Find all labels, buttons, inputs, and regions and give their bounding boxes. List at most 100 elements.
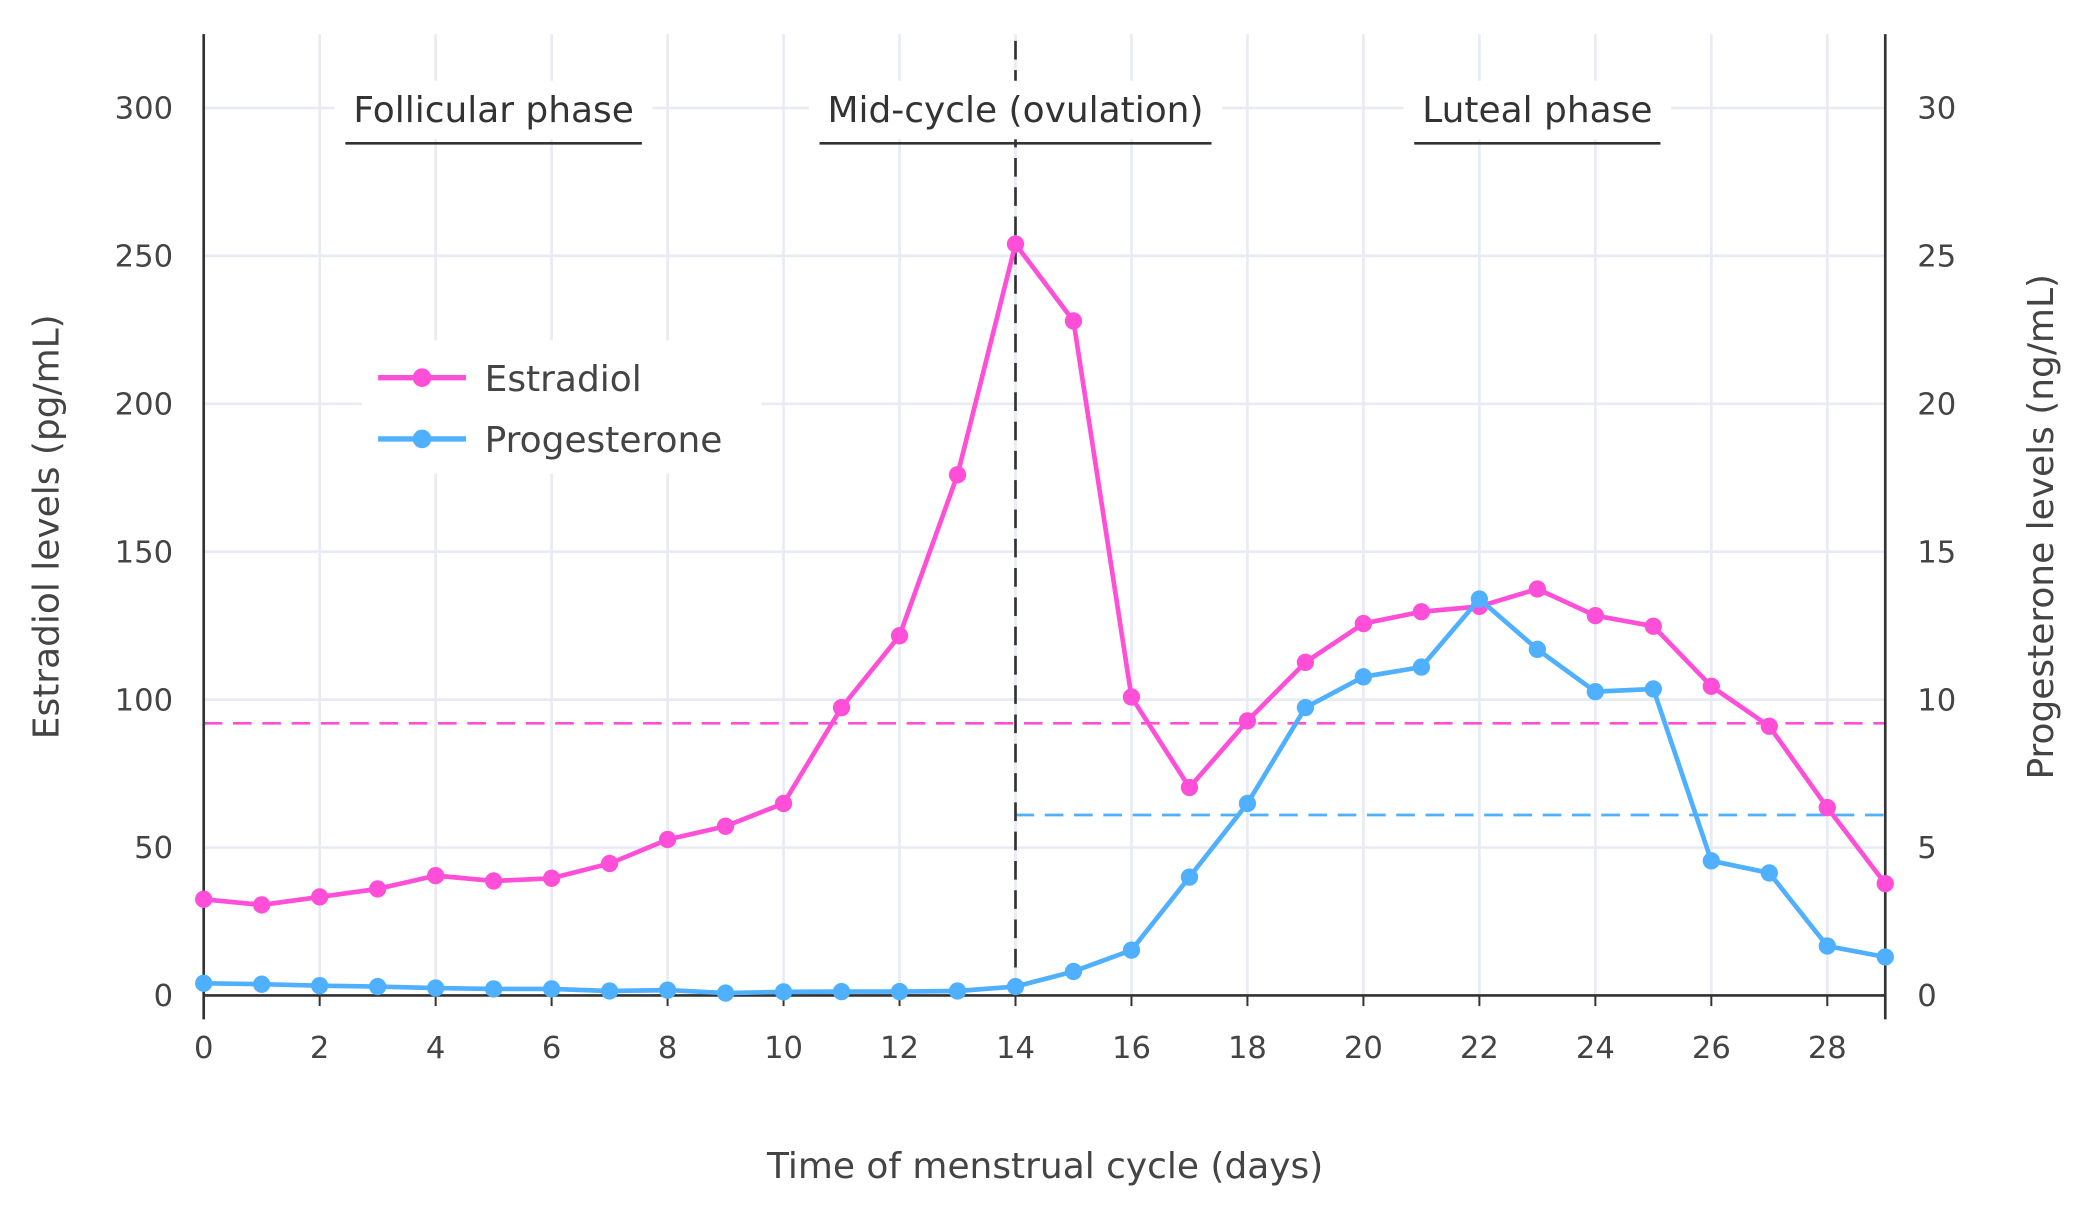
estradiol-point <box>253 896 271 914</box>
progesterone-point <box>1760 864 1778 882</box>
progesterone-point <box>1180 868 1199 886</box>
estradiol-point <box>948 466 967 484</box>
x-tick-label: 28 <box>1808 1031 1847 1066</box>
progesterone-point <box>716 984 735 1002</box>
progesterone-point <box>1412 658 1431 676</box>
progesterone-point <box>774 983 793 1001</box>
estradiol-point <box>890 627 909 645</box>
y2-tick-label: 0 <box>1917 979 1936 1014</box>
annotation-background <box>1403 80 1672 140</box>
y-axis-title: Estradiol levels (pg/mL) <box>27 314 68 739</box>
phase-annotation: Luteal phase <box>1422 90 1652 131</box>
estradiol-line <box>203 241 1888 908</box>
progesterone-point <box>311 977 329 995</box>
x-tick-label: 26 <box>1692 1031 1731 1066</box>
x-tick-label: 16 <box>1112 1031 1151 1066</box>
axes: 0 2 4 6 8 10 12 14 16 18 20 22 24 26 28050100150200250… <box>115 34 1956 1066</box>
progesterone-point <box>484 980 503 998</box>
estradiol-point <box>1122 688 1141 706</box>
estradiol-point <box>600 854 619 873</box>
estradiol-point <box>1180 778 1199 797</box>
annotation-background <box>808 80 1223 140</box>
progesterone-point <box>542 980 561 998</box>
progesterone-point <box>832 982 851 1001</box>
x-tick-label: 14 <box>996 1031 1035 1066</box>
estradiol-point <box>1354 614 1373 633</box>
reference-lines <box>203 40 1886 996</box>
series <box>195 235 1894 1002</box>
y-tick-label: 200 <box>115 387 173 422</box>
x-tick-label: 18 <box>1228 1031 1267 1066</box>
estradiol-point <box>716 817 735 835</box>
y2-tick-label: 30 <box>1917 92 1956 127</box>
estradiol-point <box>311 888 329 906</box>
estradiol-point <box>542 869 561 887</box>
estradiol-point <box>1528 580 1547 598</box>
progesterone-point <box>253 975 271 993</box>
estradiol-point <box>1644 617 1662 635</box>
estradiol-point <box>1586 606 1605 625</box>
x-tick-label: 20 <box>1344 1031 1383 1066</box>
estradiol-legend-marker <box>412 368 432 387</box>
x-tick-label: 22 <box>1460 1031 1499 1066</box>
estradiol-legend-label: Estradiol <box>485 359 642 400</box>
estradiol-point <box>369 880 387 898</box>
estradiol-point <box>1296 653 1315 671</box>
x-axis-title: Time of menstrual cycle (days) <box>766 1146 1323 1187</box>
estradiol-point <box>1818 798 1836 817</box>
progesterone-point <box>1528 640 1547 658</box>
estradiol-point <box>484 872 503 890</box>
progesterone-legend-marker <box>412 429 432 449</box>
x-tick-label: 8 <box>658 1031 677 1066</box>
progesterone-line <box>203 596 1886 996</box>
progesterone-point <box>1702 852 1720 870</box>
progesterone-point <box>1644 680 1662 698</box>
progesterone-point <box>1818 937 1836 955</box>
annotation-background <box>334 80 653 140</box>
x-tick-label: 6 <box>542 1031 561 1066</box>
progesterone-point <box>1586 682 1605 701</box>
y2-tick-label: 10 <box>1917 683 1956 718</box>
estradiol-point <box>1760 717 1778 735</box>
progesterone-point <box>426 979 445 997</box>
y2-tick-label: 15 <box>1917 535 1956 570</box>
y2-tick-label: 20 <box>1917 387 1956 422</box>
estradiol-point <box>1412 603 1431 621</box>
y-tick-label: 250 <box>115 240 173 275</box>
estradiol-point <box>1238 712 1257 730</box>
phase-annotation: Mid-cycle (ovulation) <box>827 90 1203 131</box>
x-tick-label: 24 <box>1576 1031 1615 1066</box>
estradiol-point <box>658 830 677 849</box>
progesterone-point <box>600 982 619 1000</box>
y2-tick-label: 25 <box>1917 240 1956 275</box>
estradiol-point <box>1006 235 1025 253</box>
estradiol-point <box>1064 312 1083 330</box>
progesterone-point <box>195 974 213 992</box>
progesterone-point <box>1122 941 1141 959</box>
x-tick-label: 2 <box>310 1031 329 1066</box>
x-tick-label: 10 <box>764 1031 803 1066</box>
estradiol-point <box>426 866 445 885</box>
phase-annotation: Follicular phase <box>353 90 634 131</box>
progesterone-point <box>1470 590 1489 608</box>
progesterone-point <box>948 982 967 1000</box>
progesterone-point <box>1354 668 1373 686</box>
y-tick-label: 50 <box>134 831 173 866</box>
progesterone-legend-label: Progesterone <box>485 420 723 461</box>
x-tick-label: 0 <box>194 1031 213 1066</box>
progesterone-point <box>658 981 677 999</box>
legend-background <box>362 340 762 474</box>
y2-tick-label: 5 <box>1917 831 1936 866</box>
y-tick-label: 100 <box>115 683 173 718</box>
progesterone-point <box>369 977 387 996</box>
progesterone-point <box>1876 948 1894 966</box>
estradiol-point <box>1702 677 1720 695</box>
estradiol-point <box>195 890 213 908</box>
progesterone-point <box>1064 962 1083 981</box>
y-tick-label: 300 <box>115 92 173 127</box>
progesterone-point <box>1238 794 1257 813</box>
estradiol-point <box>1876 874 1894 893</box>
estradiol-point <box>774 794 793 813</box>
x-tick-label: 12 <box>880 1031 919 1066</box>
